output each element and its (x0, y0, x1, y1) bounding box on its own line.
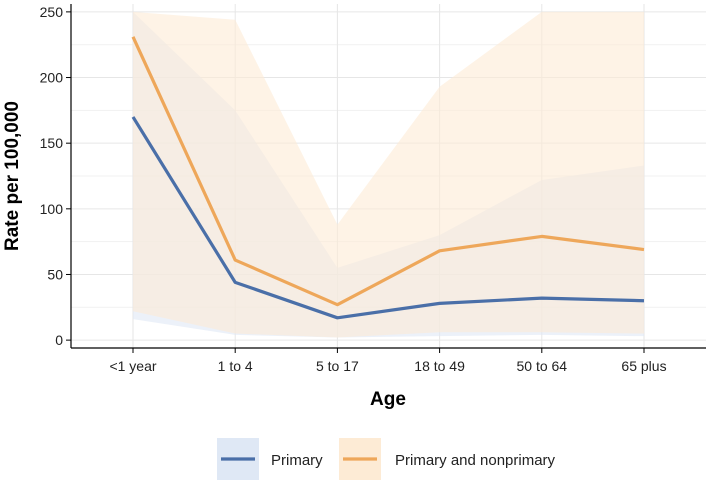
x-ticks: <1 year 1 to 4 5 to 17 18 to 49 50 to 64 65 p… (109, 348, 667, 374)
y-tick-label-3: 150 (40, 135, 64, 151)
axes (70, 4, 706, 349)
x-tick-label-4: 50 to 64 (516, 358, 567, 374)
line-series-1 (131, 36, 645, 307)
band-series-1 (133, 11, 644, 338)
x-tick-label-2: 5 to 17 (316, 358, 359, 374)
x-tick-label-5: 65 plus (621, 358, 666, 374)
legend-label-0: Primary (271, 452, 323, 469)
line-series-0 (131, 116, 645, 320)
y-tick-label-5: 250 (40, 4, 64, 20)
x-tick-label-1: 1 to 4 (218, 358, 253, 374)
y-tick-label-4: 200 (40, 70, 64, 86)
legend-label-1: Primary and nonprimary (395, 452, 556, 469)
y-tick-label-2: 100 (40, 201, 64, 217)
y-ticks: 0 50 100 150 200 250 (40, 4, 71, 348)
series-lines (131, 36, 645, 320)
y-axis-title: Rate per 100,000 (2, 101, 23, 251)
y-tick-label-1: 50 (47, 266, 63, 282)
y-tick-label-0: 0 (55, 332, 63, 348)
x-axis-title: Age (370, 389, 406, 410)
x-tick-label-0: <1 year (109, 358, 156, 374)
confidence-bands (133, 11, 644, 338)
x-tick-label-3: 18 to 49 (414, 358, 465, 374)
legend: Primary Primary and nonprimary (217, 438, 556, 480)
